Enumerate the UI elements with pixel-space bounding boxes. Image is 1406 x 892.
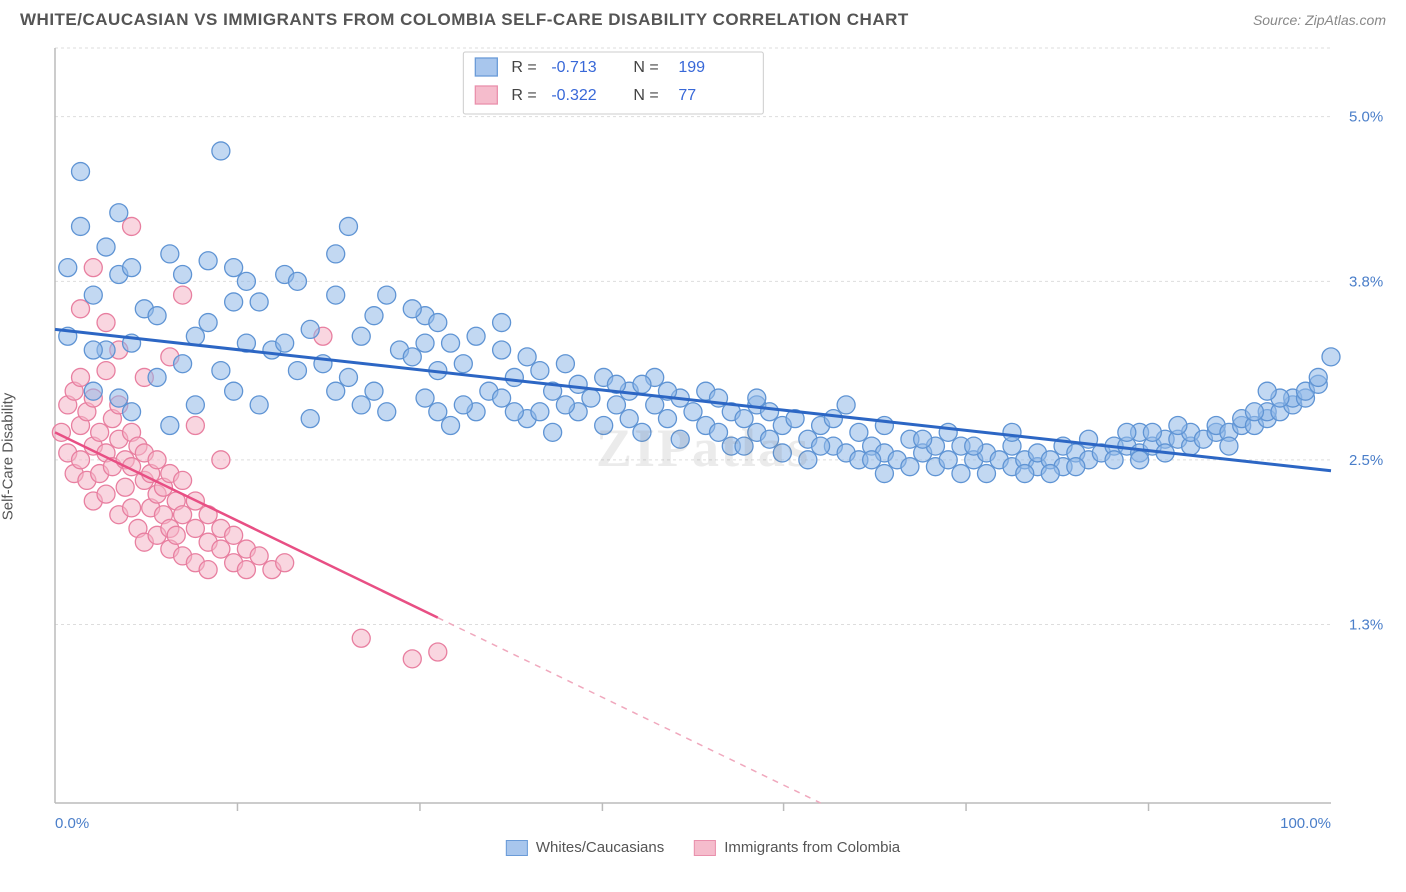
svg-text:2.5%: 2.5%: [1349, 452, 1383, 469]
svg-text:3.8%: 3.8%: [1349, 273, 1383, 290]
legend-b-label: Immigrants from Colombia: [724, 839, 900, 856]
svg-text:5.0%: 5.0%: [1349, 109, 1383, 126]
chart-title: WHITE/CAUCASIAN VS IMMIGRANTS FROM COLOM…: [20, 10, 909, 30]
scatter-plot: 1.3% 2.5% 3.8% 5.0% 0.0% 100.0% R = -0.713 N = 19…: [0, 38, 1406, 858]
legend-item-b: Immigrants from Colombia: [694, 839, 900, 856]
bottom-legend: Whites/Caucasians Immigrants from Colomb…: [506, 839, 900, 856]
svg-text:-0.713: -0.713: [551, 59, 596, 76]
svg-text:199: 199: [678, 59, 705, 76]
svg-text:0.0%: 0.0%: [55, 815, 89, 832]
source-prefix: Source:: [1253, 12, 1305, 28]
svg-text:N =: N =: [633, 87, 658, 104]
svg-text:1.3%: 1.3%: [1349, 617, 1383, 634]
source-attribution: Source: ZipAtlas.com: [1253, 12, 1386, 28]
y-axis-label: Self-Care Disability: [0, 393, 17, 521]
swatch-blue: [506, 840, 528, 856]
legend-a-label: Whites/Caucasians: [536, 839, 664, 856]
swatch-pink: [694, 840, 716, 856]
svg-text:N =: N =: [633, 59, 658, 76]
svg-text:R =: R =: [511, 87, 536, 104]
svg-text:R =: R =: [511, 59, 536, 76]
svg-text:77: 77: [678, 87, 696, 104]
svg-text:-0.322: -0.322: [551, 87, 596, 104]
legend-item-a: Whites/Caucasians: [506, 839, 664, 856]
svg-text:100.0%: 100.0%: [1280, 815, 1331, 832]
source-name: ZipAtlas.com: [1305, 12, 1386, 28]
